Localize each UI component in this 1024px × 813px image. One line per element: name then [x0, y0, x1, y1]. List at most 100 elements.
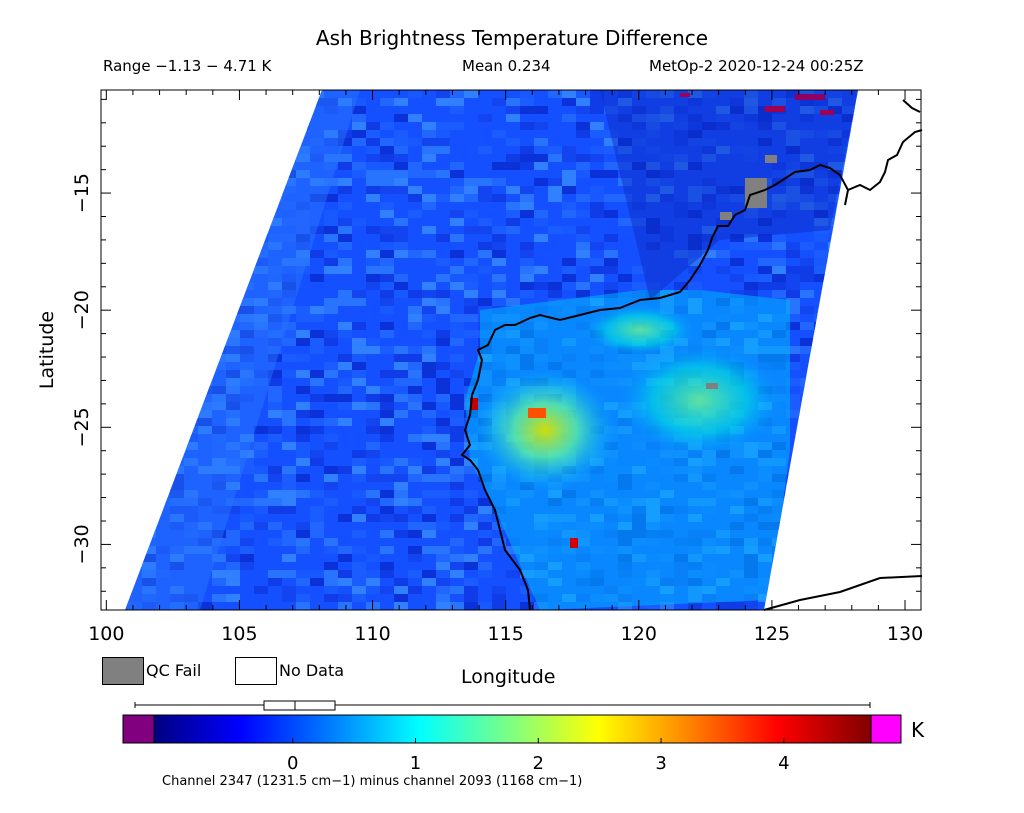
- swath-pixel: [618, 162, 632, 170]
- swath-pixel: [170, 594, 184, 602]
- swath-pixel: [338, 554, 352, 562]
- swath-pixel: [366, 386, 380, 394]
- swath-pixel: [380, 98, 394, 106]
- swath-pixel: [492, 538, 506, 546]
- swath-pixel: [100, 298, 114, 306]
- swath-pixel: [212, 322, 226, 330]
- swath-pixel: [576, 130, 590, 138]
- swath-pixel: [240, 554, 254, 562]
- swath-pixel: [842, 258, 856, 266]
- swath-pixel: [380, 290, 394, 298]
- swath-pixel: [464, 226, 478, 234]
- swath-pixel: [268, 98, 282, 106]
- swath-pixel: [422, 314, 436, 322]
- swath-pixel: [828, 570, 842, 578]
- swath-pixel: [450, 250, 464, 258]
- x-tick-label: 100: [88, 623, 124, 645]
- swath-pixel: [170, 418, 184, 426]
- swath-pixel: [604, 282, 618, 290]
- swath-pixel: [814, 370, 828, 378]
- swath-pixel: [142, 370, 156, 378]
- swath-pixel: [744, 602, 758, 610]
- swath-pixel: [856, 290, 858, 298]
- swath-pixel: [394, 594, 408, 602]
- swath-pixel: [576, 106, 590, 114]
- swath-pixel: [646, 282, 660, 290]
- swath-pixel: [814, 426, 828, 434]
- swath-pixel: [450, 330, 464, 338]
- swath-pixel: [758, 122, 772, 130]
- swath-pixel: [408, 386, 422, 394]
- swath-pixel: [254, 442, 268, 450]
- swath-pixel: [170, 154, 184, 162]
- swath-pixel: [730, 106, 744, 114]
- swath-pixel: [310, 570, 324, 578]
- swath-pixel: [842, 354, 856, 362]
- swath-pixel: [814, 562, 828, 570]
- swath-pixel: [352, 138, 366, 146]
- swath-pixel: [296, 402, 310, 410]
- swath-pixel: [590, 266, 604, 274]
- swath-pixel: [338, 378, 352, 386]
- swath-pixel: [128, 242, 142, 250]
- swath-pixel: [100, 234, 114, 242]
- swath-pixel: [282, 186, 296, 194]
- swath-pixel: [352, 106, 366, 114]
- swath-pixel: [240, 298, 254, 306]
- swath-pixel: [800, 434, 814, 442]
- swath-pixel: [240, 522, 254, 530]
- swath-pixel: [632, 162, 646, 170]
- swath-pixel: [296, 426, 310, 434]
- swath-pixel: [492, 258, 506, 266]
- swath-pixel: [184, 338, 198, 346]
- swath-pixel: [702, 234, 716, 242]
- swath-pixel: [576, 98, 590, 106]
- swath-pixel: [520, 146, 534, 154]
- swath-pixel: [212, 466, 226, 474]
- swath-pixel: [226, 90, 240, 98]
- swath-pixel: [324, 394, 338, 402]
- swath-pixel: [240, 378, 254, 386]
- swath-pixel: [436, 594, 450, 602]
- swath-pixel: [800, 346, 814, 354]
- swath-pixel: [562, 186, 576, 194]
- swath-pixel: [464, 522, 478, 530]
- swath-pixel: [310, 346, 324, 354]
- swath-pixel: [772, 202, 786, 210]
- swath-pixel: [562, 210, 576, 218]
- swath-pixel: [338, 394, 352, 402]
- swath-pixel: [730, 242, 744, 250]
- swath-pixel: [730, 122, 744, 130]
- swath-pixel: [828, 242, 842, 250]
- swath-pixel: [352, 514, 366, 522]
- swath-pixel: [814, 354, 828, 362]
- swath-pixel: [660, 186, 674, 194]
- swath-pixel: [436, 586, 450, 594]
- swath-pixel: [198, 170, 212, 178]
- swath-pixel: [450, 458, 464, 466]
- swath-pixel: [828, 194, 842, 202]
- swath-pixel: [842, 362, 856, 370]
- swath-pixel: [646, 130, 660, 138]
- swath-pixel: [660, 178, 674, 186]
- swath-pixel: [380, 250, 394, 258]
- swath-pixel: [380, 546, 394, 554]
- swath-pixel: [856, 170, 858, 178]
- swath-pixel: [156, 98, 170, 106]
- swath-pixel: [100, 594, 114, 602]
- swath-pixel: [814, 466, 828, 474]
- hot-pixel: [795, 94, 825, 100]
- swath-pixel: [268, 186, 282, 194]
- swath-pixel: [226, 242, 240, 250]
- swath-pixel: [226, 466, 240, 474]
- swath-pixel: [212, 458, 226, 466]
- swath-pixel: [226, 162, 240, 170]
- swath-pixel: [464, 554, 478, 562]
- swath-pixel: [702, 90, 716, 98]
- swath-pixel: [240, 106, 254, 114]
- swath-pixel: [828, 98, 842, 106]
- swath-pixel: [212, 482, 226, 490]
- swath-pixel: [492, 298, 506, 306]
- swath-pixel: [688, 162, 702, 170]
